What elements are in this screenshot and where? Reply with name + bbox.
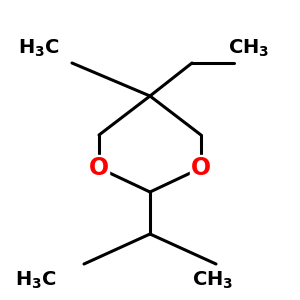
Text: $\mathregular{CH_3}$: $\mathregular{CH_3}$ <box>228 38 270 59</box>
Text: $\mathregular{H_3C}$: $\mathregular{H_3C}$ <box>18 38 60 59</box>
Text: $\mathregular{CH_3}$: $\mathregular{CH_3}$ <box>192 270 234 291</box>
Text: O: O <box>89 156 109 180</box>
Text: O: O <box>191 156 211 180</box>
Text: $\mathregular{H_3C}$: $\mathregular{H_3C}$ <box>15 270 57 291</box>
